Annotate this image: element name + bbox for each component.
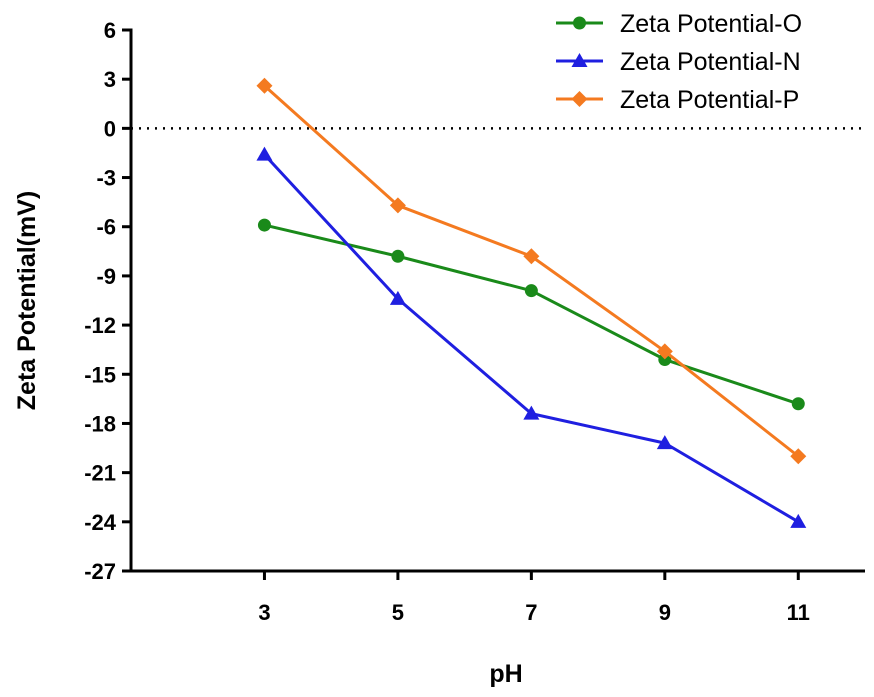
y-tick-label: 6 [104, 18, 116, 43]
data-point [791, 397, 805, 411]
y-tick-label: -3 [96, 166, 116, 191]
data-point [790, 448, 807, 465]
y-axis-ticks: 6 3 0 -3 -6 -9 -12 -15 -18 -21 -24 -27 [84, 18, 131, 584]
data-point [656, 343, 673, 360]
legend-swatch-marker [571, 53, 588, 67]
x-tick-label: 5 [392, 600, 404, 625]
y-tick-label: -9 [96, 264, 116, 289]
data-point [256, 146, 273, 161]
series-line [263, 84, 800, 458]
axes [129, 28, 865, 573]
series-triangle [256, 146, 807, 528]
y-tick-label: -27 [84, 559, 116, 584]
data-point [523, 248, 540, 265]
y-tick-label: 3 [104, 67, 116, 92]
legend: Zeta Potential-O Zeta Potential-N Zeta Pot… [556, 10, 802, 114]
data-point [524, 284, 538, 298]
data-point [389, 290, 406, 305]
data-point [257, 218, 271, 232]
y-tick-label: -12 [84, 313, 116, 338]
legend-item: Zeta Potential-P [556, 86, 799, 114]
legend-item: Zeta Potential-O [556, 10, 802, 38]
data-point [389, 197, 406, 214]
series-layer [256, 77, 807, 528]
x-tick-label: 7 [525, 600, 537, 625]
legend-label: Zeta Potential-N [620, 48, 801, 76]
y-tick-label: 0 [104, 116, 116, 141]
data-point [658, 353, 672, 367]
data-point [391, 249, 405, 263]
y-tick-label: -21 [84, 461, 116, 486]
x-tick-label: 9 [659, 600, 671, 625]
x-tick-label: 11 [787, 600, 810, 625]
legend-swatch-marker [573, 16, 586, 30]
y-axis-title: Zeta Potential(mV) [13, 191, 41, 410]
data-point [256, 77, 273, 94]
series-line [263, 153, 800, 524]
legend-label: Zeta Potential-O [620, 10, 802, 38]
data-point [656, 435, 673, 450]
legend-label: Zeta Potential-P [620, 86, 799, 114]
legend-item: Zeta Potential-N [556, 48, 801, 76]
x-axis-ticks: 3 5 7 9 11 [258, 571, 810, 625]
legend-swatch-marker [571, 91, 588, 107]
x-tick-label: 3 [258, 600, 270, 625]
series-diamond [256, 77, 807, 465]
y-tick-label: -6 [96, 215, 116, 240]
y-tick-label: -18 [84, 411, 116, 436]
data-point [523, 405, 540, 420]
x-axis-title: pH [489, 660, 522, 688]
y-tick-label: -15 [84, 362, 116, 387]
y-tick-label: -24 [84, 510, 117, 535]
series-circle [257, 218, 805, 411]
data-point [790, 513, 807, 528]
